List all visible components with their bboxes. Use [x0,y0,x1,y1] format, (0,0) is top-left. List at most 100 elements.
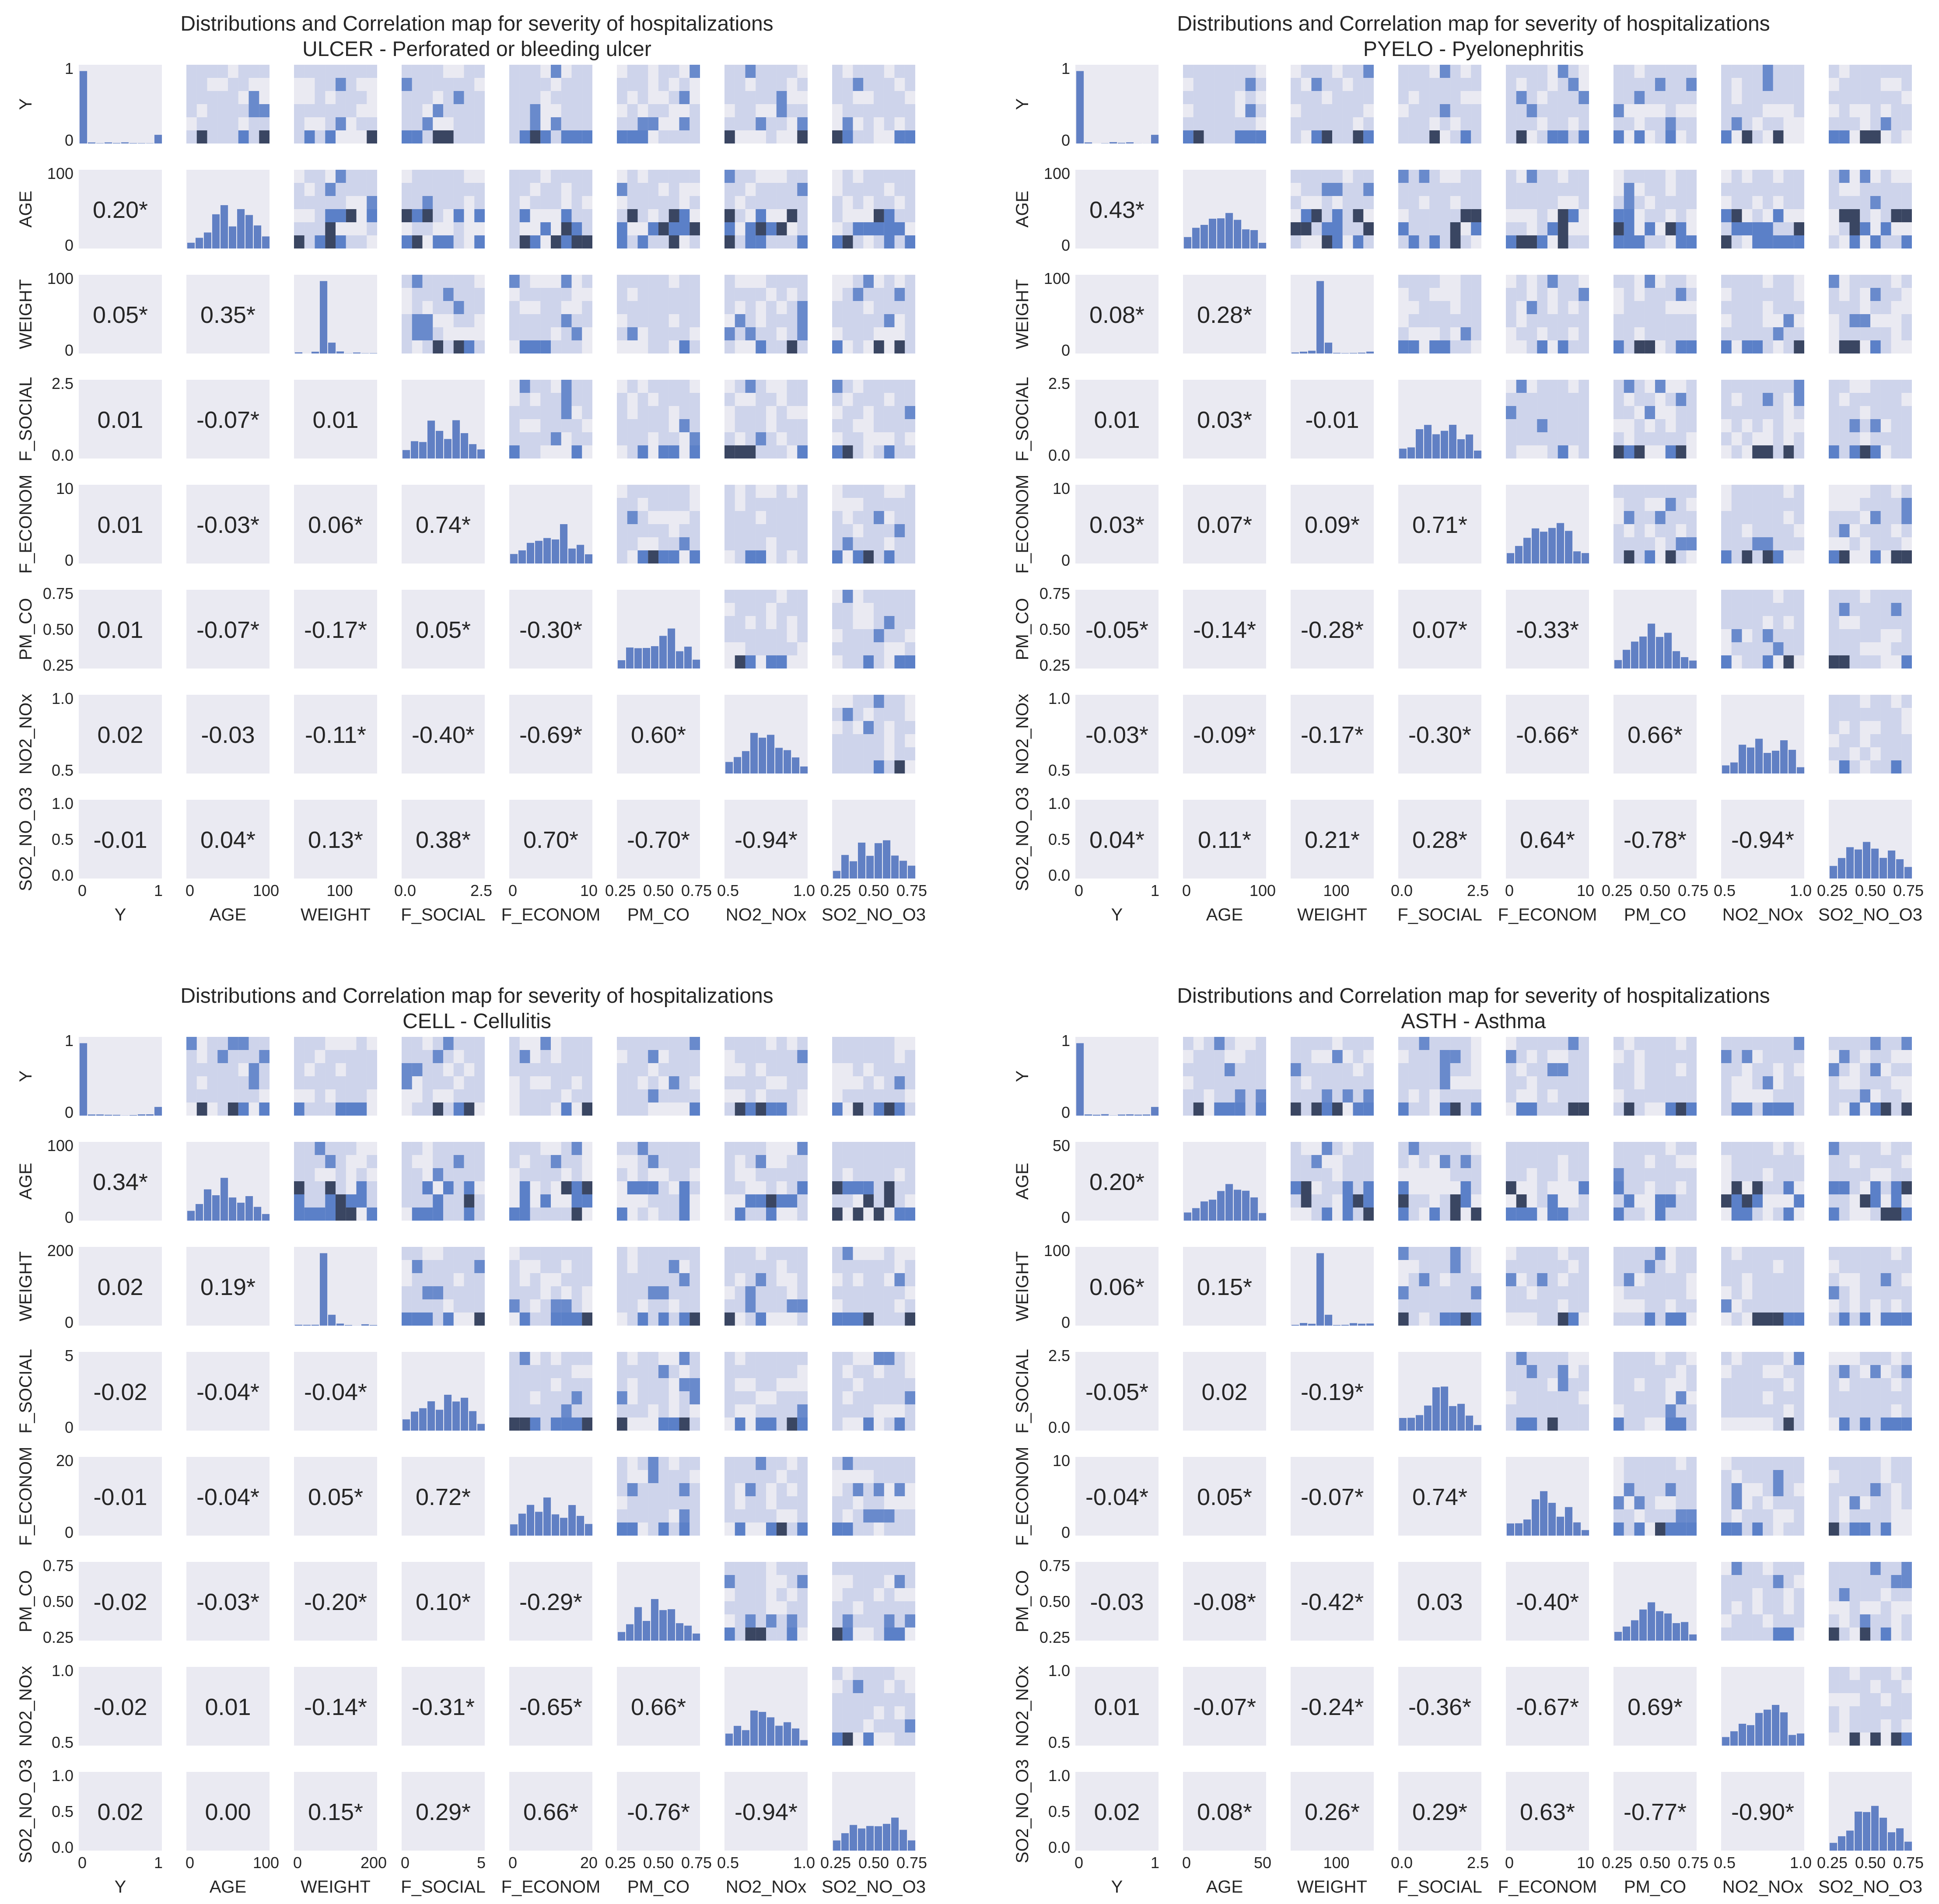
density-bin [1794,1037,1804,1050]
density-bin [745,629,756,642]
density-bin [648,196,658,209]
density-bin [1624,1247,1634,1260]
density-bin [1558,1418,1568,1431]
density-bin [853,511,864,524]
density-bin [1901,380,1912,393]
density-bin [1676,406,1687,419]
correlation-label: 0.15* [308,1799,363,1825]
density-bin [1450,1286,1461,1299]
density-bin [787,170,798,183]
density-bin [1634,419,1645,432]
panel-background [79,170,162,248]
density-bin [1880,1260,1891,1273]
density-bin [679,1378,690,1391]
density-bin [1419,1063,1430,1076]
density-bin [658,314,669,327]
density-bin [756,1050,766,1063]
density-bin [1676,1089,1687,1102]
histogram-bar [1548,1503,1556,1536]
density-bin [905,511,915,524]
density-bin [1794,1102,1804,1116]
density-bin [627,1076,638,1089]
density-bin [1870,485,1881,498]
density-bin [453,1142,464,1155]
density-bin [1676,1470,1687,1483]
density-bin [1901,1063,1912,1076]
density-bin [832,1614,843,1628]
density-bin [325,209,336,222]
correlation-label: -0.14* [1193,617,1256,643]
density-bin [1860,130,1870,144]
density-bin [1829,747,1839,760]
density-bin [756,1168,766,1181]
density-bin [842,1483,853,1496]
density-bin [1794,642,1804,655]
density-bin [874,1194,884,1208]
density-bin [1578,1273,1589,1286]
density-bin [582,235,592,248]
density-bin [294,130,304,144]
density-bin [842,1614,853,1628]
density-bin [1614,1418,1624,1431]
density-bin [756,1299,766,1312]
density-bin [874,590,884,603]
density-bin [1655,1470,1666,1483]
density-bin [874,1312,884,1326]
density-bin [1429,1208,1440,1221]
density-bin [1891,1457,1902,1470]
x-tick-label: 0 [401,1854,410,1872]
density-bin [1578,235,1589,248]
density-bin [422,65,433,78]
density-bin [1773,1168,1784,1181]
density-bin [1460,130,1471,144]
density-bin [1516,1286,1527,1299]
density-bin [422,1208,433,1221]
density-bin [905,603,915,616]
correlation-label: 0.05* [308,1484,363,1510]
pair-cell-PM_CO-NO2_NOx [724,1562,808,1641]
density-bin [1614,1076,1624,1089]
density-bin [842,380,853,393]
density-bin [1665,1457,1676,1470]
density-bin [1506,1063,1516,1076]
density-bin [464,301,475,314]
density-bin [1311,1168,1322,1181]
density-bin [1204,1063,1214,1076]
density-bin [756,1194,766,1208]
density-bin [304,1102,315,1116]
panel-background [402,1562,485,1641]
pair-cell-AGE-SO2_NO_O3 [832,170,915,248]
density-bin [1849,1247,1860,1260]
density-bin [756,222,766,235]
density-bin [724,393,735,406]
density-bin [637,1352,648,1365]
density-bin [1655,183,1666,196]
pair-cell-AGE-Y: 0.34* [79,1142,162,1221]
density-bin [863,747,874,760]
density-bin [832,1247,843,1260]
density-bin [509,314,520,327]
density-bin [724,183,735,196]
density-bin [894,524,905,537]
density-bin [1291,170,1301,183]
density-bin [842,655,853,668]
density-bin [617,1247,627,1260]
density-bin [1665,498,1676,511]
correlation-label: 0.09* [1305,512,1360,538]
density-bin [1676,419,1687,432]
correlation-label: 0.34* [93,1169,148,1195]
density-bin [863,1522,874,1536]
density-bin [884,1260,895,1273]
density-bin [433,1260,443,1273]
y-tick-label: 0.75 [43,1557,74,1575]
histogram-bar [1582,1530,1589,1536]
density-bin [1794,1247,1804,1260]
panel-background [79,275,162,354]
panel-background [294,590,377,668]
pair-cell-AGE-SO2_NO_O3 [1829,170,1912,248]
density-bin [1471,170,1481,183]
density-bin [853,1391,864,1404]
density-bin [474,130,485,144]
density-bin [1342,1089,1353,1102]
density-bin [530,380,541,393]
